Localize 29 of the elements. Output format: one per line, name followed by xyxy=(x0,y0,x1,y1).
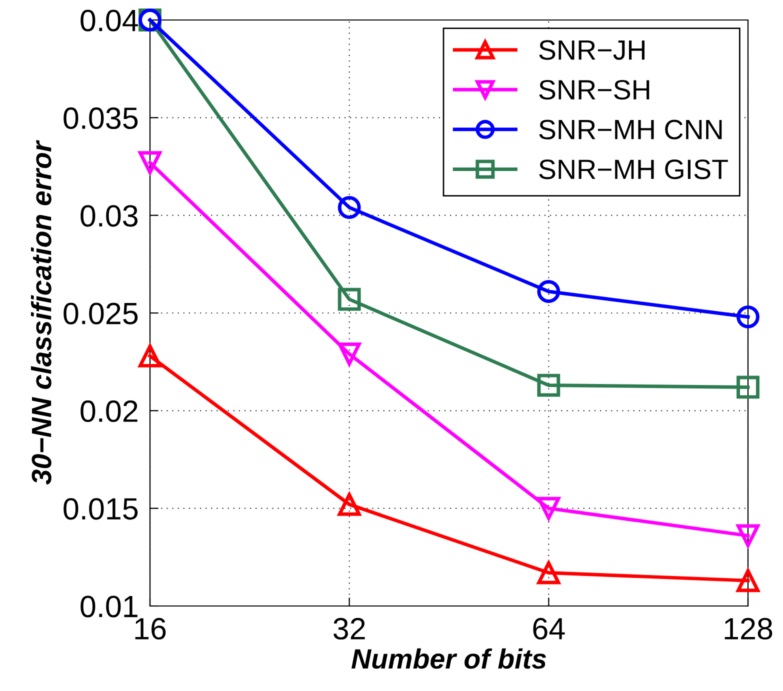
y-tick-label: 0.04 xyxy=(80,10,138,32)
x-tick-label: 64 xyxy=(533,618,565,640)
point xyxy=(138,151,162,174)
legend-label: SNR−MH CNN xyxy=(539,120,722,140)
legend-label: SNR−JH xyxy=(539,40,644,60)
y-tick-label: 0.03 xyxy=(80,205,138,227)
point xyxy=(537,280,560,303)
point xyxy=(736,376,760,399)
legend-label: SNR−SH xyxy=(539,80,650,100)
point xyxy=(338,196,361,219)
legend-label: SNR−MH GIST xyxy=(539,160,728,180)
x-tick-label: 128 xyxy=(724,618,772,640)
point xyxy=(338,492,361,516)
point xyxy=(537,496,560,520)
y-tick-label: 0.025 xyxy=(64,302,138,324)
y-tick-label: 0.02 xyxy=(80,400,138,422)
x-axis-title: Number of bits xyxy=(352,648,546,669)
point xyxy=(537,561,560,584)
point xyxy=(736,524,760,548)
point xyxy=(736,305,760,328)
y-axis-title: 30−NN classification error xyxy=(30,140,52,485)
point xyxy=(736,569,760,592)
y-tick-label: 0.015 xyxy=(64,498,138,520)
x-tick-label: 16 xyxy=(135,618,166,640)
point xyxy=(537,374,560,397)
x-tick-label: 32 xyxy=(334,618,365,640)
y-tick-label: 0.035 xyxy=(64,107,138,130)
point xyxy=(338,288,361,311)
y-tick-label: 0.01 xyxy=(80,596,138,618)
